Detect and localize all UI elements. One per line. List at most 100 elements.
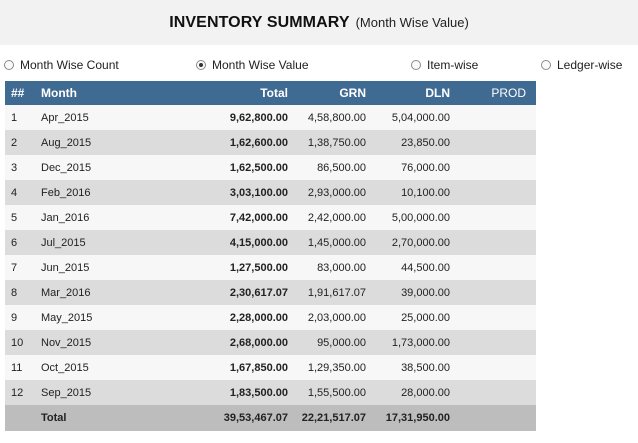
table-row[interactable]: 12 Sep_2015 1,83,500.00 1,55,500.00 28,000.0… bbox=[5, 380, 536, 405]
totals-grn: 22,21,517.07 bbox=[301, 412, 366, 424]
table-row[interactable]: 10 Nov_2015 2,68,000.00 95,000.00 1,73,000.0… bbox=[5, 330, 536, 355]
column-header-total[interactable]: Total bbox=[260, 86, 288, 100]
prod-cell bbox=[460, 305, 536, 330]
prod-cell bbox=[460, 380, 536, 405]
grn-cell: 95,000.00 bbox=[317, 336, 366, 349]
table-row[interactable]: 3 Dec_2015 1,62,500.00 86,500.00 76,000.00 bbox=[5, 155, 536, 180]
radio-label: Ledger-wise bbox=[557, 58, 623, 72]
total-cell: 1,27,500.00 bbox=[229, 261, 288, 274]
radio-label: Item-wise bbox=[427, 58, 479, 72]
month-cell: Jun_2015 bbox=[41, 261, 90, 274]
table-row[interactable]: 1 Apr_2015 9,62,800.00 4,58,800.00 5,04,000.… bbox=[5, 105, 536, 130]
row-index-cell: 8 bbox=[11, 286, 18, 299]
radio-month-wise-count[interactable]: Month Wise Count bbox=[4, 58, 119, 72]
table-row[interactable]: 2 Aug_2015 1,62,600.00 1,38,750.00 23,850.00 bbox=[5, 130, 536, 155]
table-row[interactable]: 4 Feb_2016 3,03,100.00 2,93,000.00 10,100.00 bbox=[5, 180, 536, 205]
grn-cell: 2,42,000.00 bbox=[307, 211, 366, 224]
grn-cell: 2,93,000.00 bbox=[307, 186, 366, 199]
total-cell: 1,62,500.00 bbox=[229, 161, 288, 174]
radio-circle-icon[interactable] bbox=[196, 60, 206, 70]
grn-cell: 1,29,350.00 bbox=[307, 361, 366, 374]
dln-cell: 5,04,000.00 bbox=[391, 111, 450, 124]
row-index-cell: 7 bbox=[11, 261, 18, 274]
total-cell: 2,28,000.00 bbox=[229, 311, 288, 324]
column-header-grn[interactable]: GRN bbox=[339, 86, 366, 100]
month-cell: Dec_2015 bbox=[41, 161, 92, 174]
month-cell: Nov_2015 bbox=[41, 336, 92, 349]
radio-ledger-wise[interactable]: Ledger-wise bbox=[541, 58, 622, 72]
grn-cell: 1,45,000.00 bbox=[307, 236, 366, 249]
grn-cell: 86,500.00 bbox=[317, 161, 366, 174]
radio-month-wise-value[interactable]: Month Wise Value bbox=[196, 58, 309, 72]
table-row[interactable]: 9 May_2015 2,28,000.00 2,03,000.00 25,000.00 bbox=[5, 305, 536, 330]
column-header-index[interactable]: ## bbox=[11, 86, 25, 100]
row-index-cell: 6 bbox=[11, 236, 18, 249]
prod-cell bbox=[460, 280, 536, 305]
inventory-table: ## Month Total GRN DLN PROD 1 Apr_2015 9,6… bbox=[5, 81, 536, 431]
dln-cell: 1,73,000.00 bbox=[391, 336, 450, 349]
month-cell: Mar_2016 bbox=[41, 286, 91, 299]
table-row[interactable]: 6 Jul_2015 4,15,000.00 1,45,000.00 2,70,000.… bbox=[5, 230, 536, 255]
dln-cell: 44,500.00 bbox=[401, 261, 450, 274]
month-cell: May_2015 bbox=[41, 311, 93, 324]
prod-cell bbox=[460, 330, 536, 355]
table-row[interactable]: 5 Jan_2016 7,42,000.00 2,42,000.00 5,00,000.… bbox=[5, 205, 536, 230]
total-cell: 2,30,617.07 bbox=[229, 286, 288, 299]
row-index-cell: 11 bbox=[11, 361, 23, 374]
row-index-cell: 5 bbox=[11, 211, 18, 224]
month-cell: Sep_2015 bbox=[41, 386, 92, 399]
month-cell: Oct_2015 bbox=[41, 361, 89, 374]
totals-dln: 17,31,950.00 bbox=[385, 412, 450, 424]
page-subtitle: (Month Wise Value) bbox=[355, 15, 469, 30]
row-index-cell: 3 bbox=[11, 161, 18, 174]
dln-cell: 39,000.00 bbox=[401, 286, 450, 299]
row-index-cell: 9 bbox=[11, 311, 18, 324]
total-cell: 2,68,000.00 bbox=[229, 336, 288, 349]
view-mode-options: Month Wise Count Month Wise Value Item-w… bbox=[0, 56, 638, 76]
totals-prod bbox=[460, 405, 536, 431]
total-cell: 9,62,800.00 bbox=[229, 111, 288, 124]
page-title: INVENTORY SUMMARY bbox=[169, 13, 350, 31]
dln-cell: 38,500.00 bbox=[401, 361, 450, 374]
radio-label: Month Wise Count bbox=[20, 58, 119, 72]
table-row[interactable]: 7 Jun_2015 1,27,500.00 83,000.00 44,500.00 bbox=[5, 255, 536, 280]
grn-cell: 4,58,800.00 bbox=[307, 111, 366, 124]
column-header-prod[interactable]: PROD bbox=[491, 86, 526, 100]
dln-cell: 76,000.00 bbox=[401, 161, 450, 174]
radio-circle-icon[interactable] bbox=[4, 60, 14, 70]
grn-cell: 1,55,500.00 bbox=[307, 386, 366, 399]
radio-label: Month Wise Value bbox=[212, 58, 309, 72]
radio-circle-icon[interactable] bbox=[411, 60, 421, 70]
prod-cell bbox=[460, 130, 536, 155]
radio-circle-icon[interactable] bbox=[541, 60, 551, 70]
page-header: INVENTORY SUMMARY (Month Wise Value) bbox=[0, 0, 638, 45]
totals-index-cell bbox=[5, 405, 35, 431]
grn-cell: 83,000.00 bbox=[317, 261, 366, 274]
row-index-cell: 12 bbox=[11, 386, 24, 399]
month-cell: Aug_2015 bbox=[41, 136, 92, 149]
column-header-dln[interactable]: DLN bbox=[425, 86, 450, 100]
table-row[interactable]: 8 Mar_2016 2,30,617.07 1,91,617.07 39,000.00 bbox=[5, 280, 536, 305]
dln-cell: 5,00,000.00 bbox=[391, 211, 450, 224]
row-index-cell: 4 bbox=[11, 186, 18, 199]
dln-cell: 28,000.00 bbox=[401, 386, 450, 399]
prod-cell bbox=[460, 155, 536, 180]
month-cell: Jan_2016 bbox=[41, 211, 90, 224]
total-cell: 1,62,600.00 bbox=[229, 136, 288, 149]
total-cell: 7,42,000.00 bbox=[229, 211, 288, 224]
row-index-cell: 2 bbox=[11, 136, 18, 149]
month-cell: Jul_2015 bbox=[41, 236, 86, 249]
total-cell: 1,67,850.00 bbox=[229, 361, 288, 374]
dln-cell: 25,000.00 bbox=[401, 311, 450, 324]
table-row[interactable]: 11 Oct_2015 1,67,850.00 1,29,350.00 38,500.0… bbox=[5, 355, 536, 380]
grn-cell: 1,38,750.00 bbox=[307, 136, 366, 149]
column-header-month[interactable]: Month bbox=[41, 86, 77, 100]
row-index-cell: 1 bbox=[11, 111, 18, 124]
totals-label: Total bbox=[41, 412, 67, 424]
grn-cell: 2,03,000.00 bbox=[307, 311, 366, 324]
prod-cell bbox=[460, 205, 536, 230]
radio-item-wise[interactable]: Item-wise bbox=[411, 58, 478, 72]
total-cell: 1,83,500.00 bbox=[229, 386, 288, 399]
total-cell: 4,15,000.00 bbox=[229, 236, 288, 249]
grn-cell: 1,91,617.07 bbox=[307, 286, 366, 299]
